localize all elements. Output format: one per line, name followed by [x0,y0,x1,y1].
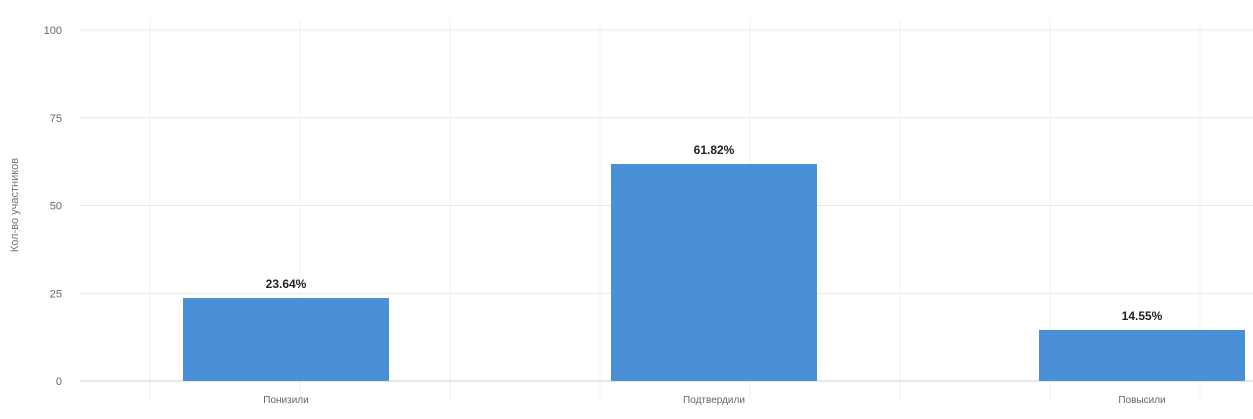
y-tick-label: 100 [44,25,62,37]
bars [183,164,1245,381]
y-tick-label: 25 [50,288,62,300]
data-label-3: 14.55% [1122,309,1163,323]
x-tick-label-1: Понизили [263,395,308,406]
x-axis: Понизили Подтвердили Повысили [263,395,1165,406]
y-tick-label: 75 [50,113,62,125]
y-axis: 0 25 50 75 100 [44,25,62,388]
data-label-1: 23.64% [266,277,307,291]
y-tick-label: 0 [56,376,62,388]
bar-2 [611,164,817,381]
x-tick-label-2: Подтвердили [683,395,745,406]
bar-1 [183,298,389,381]
y-tick-label: 50 [50,201,62,213]
y-axis-title: Кол-во участников [9,158,21,252]
data-label-2: 61.82% [694,143,735,157]
x-tick-label-3: Повысили [1118,395,1165,406]
data-labels: 23.64% 61.82% 14.55% [266,143,1163,323]
bar-3 [1039,329,1245,381]
